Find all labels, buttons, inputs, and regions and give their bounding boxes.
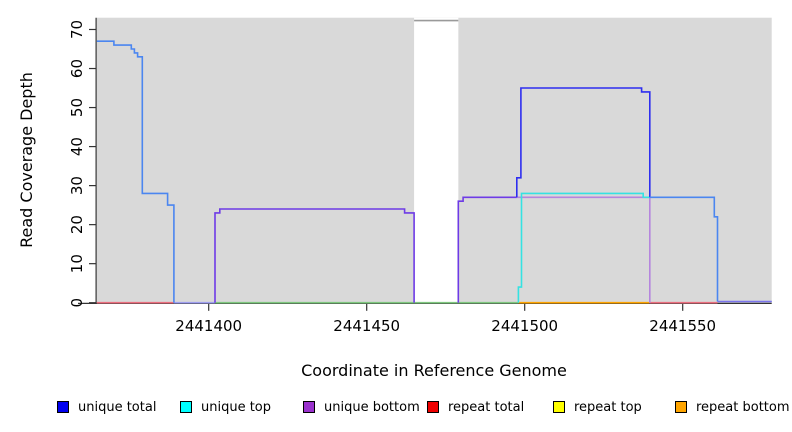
legend-swatch bbox=[553, 401, 565, 413]
legend-label: repeat bottom bbox=[696, 399, 790, 415]
y-tick-label: 40 bbox=[68, 137, 86, 156]
y-tick-label: 70 bbox=[68, 20, 86, 39]
legend-label: repeat total bbox=[448, 399, 525, 415]
masked-region bbox=[414, 17, 459, 304]
legend-swatch bbox=[180, 401, 192, 413]
legend-label: unique total bbox=[78, 399, 157, 415]
legend-swatch bbox=[303, 401, 315, 413]
y-tick-label: 30 bbox=[68, 176, 86, 195]
legend-label: repeat top bbox=[574, 399, 642, 415]
series-unique-total-bottom-block bbox=[214, 208, 415, 303]
legend-item: unique bottom bbox=[303, 398, 420, 416]
legend: unique total unique top unique bottom repea… bbox=[0, 398, 792, 420]
legend-item: repeat bottom bbox=[675, 398, 790, 416]
y-axis-title: Read Coverage Depth bbox=[17, 72, 36, 248]
x-tick-label: 2441500 bbox=[491, 317, 558, 335]
x-axis-title: Coordinate in Reference Genome bbox=[301, 361, 567, 380]
series-unique-total-bottom-rise-right bbox=[457, 196, 517, 303]
legend-item: unique top bbox=[180, 398, 271, 416]
series-unique-total-top-left-curve bbox=[96, 40, 175, 303]
x-tick-label: 2441550 bbox=[649, 317, 716, 335]
legend-swatch bbox=[675, 401, 687, 413]
legend-item: repeat total bbox=[427, 398, 524, 416]
series-unique-top-line bbox=[517, 192, 650, 303]
legend-item: unique total bbox=[57, 398, 156, 416]
y-tick-label: 20 bbox=[68, 215, 86, 234]
series-unique-total-top-right-shoulder bbox=[649, 196, 719, 302]
y-tick-label: 60 bbox=[68, 59, 86, 78]
legend-label: unique bottom bbox=[324, 399, 420, 415]
y-tick-label: 50 bbox=[68, 98, 86, 117]
legend-label: unique top bbox=[201, 399, 272, 415]
y-tick-label: 0 bbox=[68, 298, 86, 308]
x-tick-label: 2441400 bbox=[175, 317, 242, 335]
legend-item: repeat top bbox=[553, 398, 642, 416]
y-tick-label: 10 bbox=[68, 254, 86, 273]
legend-swatch bbox=[427, 401, 439, 413]
x-tick-label: 2441450 bbox=[333, 317, 400, 335]
series-unique-total-block bbox=[515, 87, 651, 198]
legend-swatch bbox=[57, 401, 69, 413]
